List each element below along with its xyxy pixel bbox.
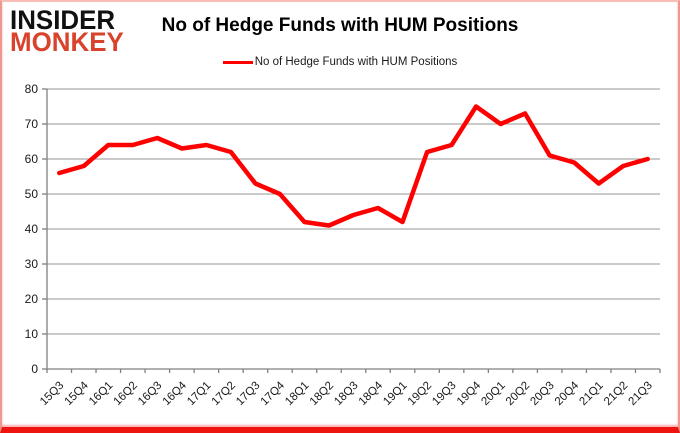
x-tick-label: 19Q4 bbox=[455, 379, 484, 408]
x-tick-label: 17Q1 bbox=[185, 380, 213, 408]
x-tick-label: 17Q2 bbox=[210, 380, 238, 408]
x-tick-label: 18Q4 bbox=[357, 379, 386, 408]
x-tick-label: 18Q3 bbox=[332, 380, 360, 408]
logo-line-insider: INSIDER bbox=[10, 5, 116, 35]
insider-monkey-logo: INSIDER MONKEY bbox=[10, 5, 124, 58]
y-tick-label: 70 bbox=[25, 117, 39, 131]
x-tick-label: 21Q2 bbox=[602, 380, 630, 408]
y-tick-label: 30 bbox=[25, 257, 39, 271]
y-tick-label: 0 bbox=[31, 362, 38, 376]
chart-title: No of Hedge Funds with HUM Positions bbox=[161, 15, 519, 36]
y-tick-label: 20 bbox=[25, 292, 39, 306]
x-tick-label: 16Q4 bbox=[161, 379, 190, 408]
x-tick-label: 20Q3 bbox=[528, 380, 556, 408]
x-tick-label: 21Q3 bbox=[626, 380, 654, 408]
x-tick-label: 17Q4 bbox=[259, 379, 288, 408]
x-tick-label: 16Q2 bbox=[112, 380, 140, 408]
x-tick-label: 16Q1 bbox=[87, 380, 115, 408]
x-tick-label: 20Q4 bbox=[553, 379, 582, 408]
y-tick-label: 60 bbox=[25, 152, 39, 166]
x-tick-label: 19Q1 bbox=[381, 380, 409, 408]
x-tick-label: 15Q3 bbox=[38, 380, 66, 408]
x-tick-label: 17Q3 bbox=[234, 380, 262, 408]
y-tick-label: 80 bbox=[25, 82, 39, 96]
legend-line-swatch bbox=[222, 60, 253, 64]
y-tick-label: 10 bbox=[25, 327, 39, 341]
x-tick-label: 16Q3 bbox=[136, 380, 164, 408]
series-line bbox=[57, 104, 650, 228]
x-tick-label: 18Q2 bbox=[308, 380, 336, 408]
y-tick-label: 40 bbox=[25, 222, 39, 236]
x-tick-label: 19Q3 bbox=[430, 380, 458, 408]
x-tick-label: 18Q1 bbox=[283, 380, 311, 408]
x-tick-label: 19Q2 bbox=[406, 380, 434, 408]
legend-label: No of Hedge Funds with HUM Positions bbox=[254, 56, 458, 68]
chart-legend: No of Hedge Funds with HUM Positions bbox=[0, 56, 680, 68]
x-tick-label: 15Q4 bbox=[63, 379, 92, 408]
x-tick-label: 20Q1 bbox=[479, 380, 507, 408]
y-tick-label: 50 bbox=[25, 187, 39, 201]
logo-line-monkey: MONKEY bbox=[10, 27, 124, 58]
x-tick-label: 21Q1 bbox=[577, 380, 605, 408]
x-tick-label: 20Q2 bbox=[504, 380, 532, 408]
